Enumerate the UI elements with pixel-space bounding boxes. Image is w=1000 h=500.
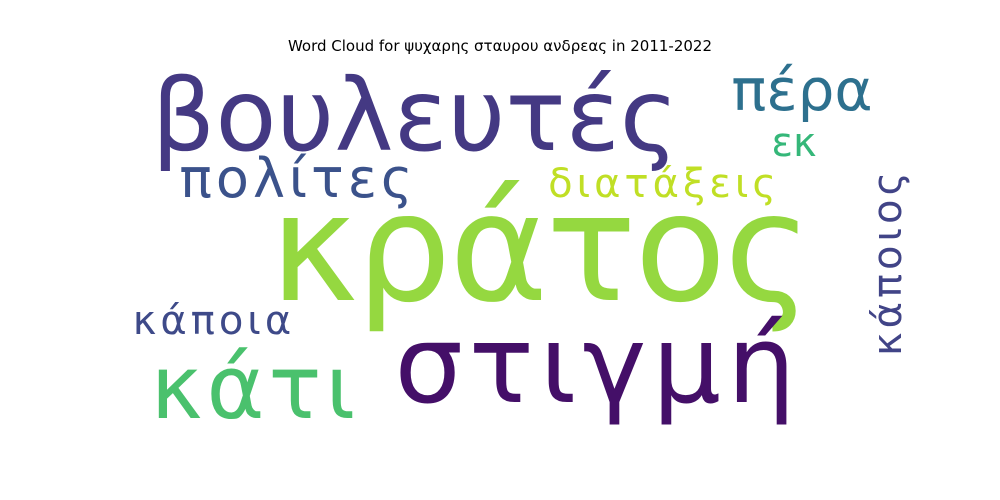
- word-6: πολίτες: [179, 147, 416, 210]
- word-4: κάτι: [151, 336, 360, 439]
- word-3: βουλευτές: [152, 57, 679, 174]
- word-7: διατάξεις: [548, 161, 780, 207]
- word-10: εκ: [771, 120, 816, 166]
- word-2: στιγμή: [394, 303, 801, 428]
- word-5: πέρα: [731, 56, 872, 124]
- chart-title: Word Cloud for ψυχαρης σταυρου ανδρεας i…: [287, 37, 713, 55]
- word-1: κράτος: [270, 162, 811, 336]
- word-8: κάποια: [133, 298, 295, 344]
- word-9: κάποιος: [865, 168, 911, 356]
